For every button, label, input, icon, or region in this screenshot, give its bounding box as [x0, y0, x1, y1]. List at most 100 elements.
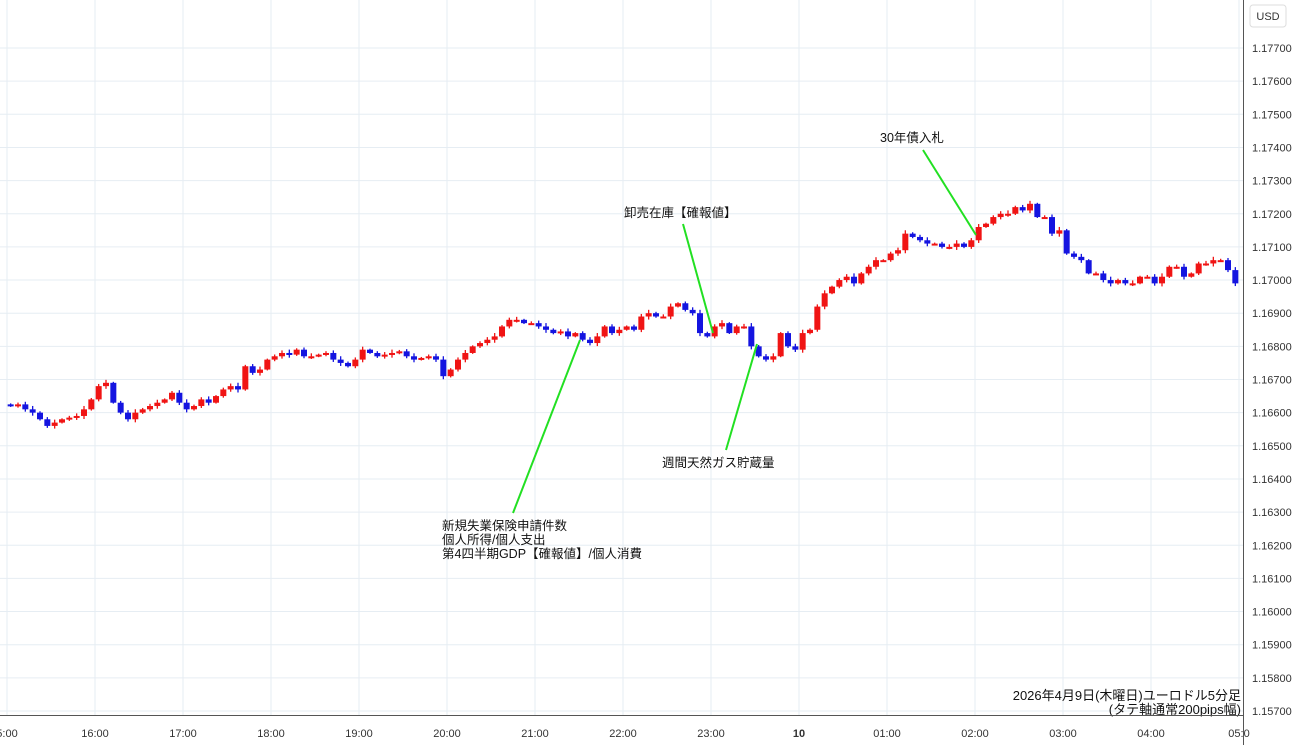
- candle: [433, 353, 439, 362]
- candle-body: [227, 386, 234, 390]
- candle: [675, 302, 681, 308]
- candle-body: [220, 389, 227, 397]
- candle-body: [1115, 280, 1121, 284]
- candle: [917, 234, 923, 243]
- x-tick-label: 04:00: [1137, 728, 1165, 740]
- candle-body: [836, 280, 843, 287]
- candle: [1232, 267, 1239, 287]
- x-tick-label: 10: [793, 728, 805, 740]
- candle-body: [440, 359, 447, 377]
- candle: [1129, 280, 1136, 287]
- candle-body: [1071, 253, 1077, 257]
- candle: [843, 274, 850, 283]
- candle: [1151, 274, 1158, 286]
- candle-body: [367, 349, 373, 353]
- candle: [1195, 261, 1202, 276]
- candle: [161, 398, 168, 404]
- candle: [1144, 274, 1151, 279]
- y-tick-label: 1.16400: [1252, 474, 1292, 486]
- candle: [836, 278, 843, 289]
- candle: [286, 349, 293, 358]
- price-axis[interactable]: 1.17700 1.17600 1.17500 1.17400 1.17300 1.172…: [1252, 43, 1292, 718]
- candle: [682, 301, 689, 312]
- candle: [777, 332, 784, 358]
- candle-body: [726, 323, 733, 334]
- candle-body: [946, 246, 953, 249]
- candle: [198, 397, 205, 408]
- x-tick-label: 19:00: [345, 728, 373, 740]
- candle-body: [154, 402, 161, 407]
- x-tick-label: 22:00: [609, 728, 637, 740]
- x-tick-label: 18:00: [257, 728, 285, 740]
- candle: [125, 410, 131, 422]
- candle-body: [132, 412, 139, 420]
- candle: [902, 230, 909, 254]
- candle: [301, 347, 307, 359]
- candle-body: [1107, 280, 1114, 284]
- candle: [367, 348, 373, 354]
- candle: [1188, 272, 1195, 278]
- candle: [909, 232, 916, 239]
- candle-body: [513, 319, 520, 322]
- candle-body: [660, 316, 667, 319]
- candle-body: [242, 366, 249, 390]
- candle-body: [770, 356, 777, 360]
- candle: [308, 353, 315, 359]
- candle-body: [719, 323, 725, 327]
- y-tick-label: 1.15700: [1252, 706, 1292, 718]
- candle: [623, 325, 630, 331]
- candle-body: [865, 266, 872, 274]
- time-axis[interactable]: 5:00 16:00 17:00 18:00 19:00 20:00 21:00 22:00 2…: [0, 728, 1250, 740]
- candle-body: [829, 286, 835, 294]
- candle: [953, 240, 960, 250]
- candle: [1056, 226, 1063, 237]
- candle: [1166, 265, 1173, 278]
- candle-body: [29, 409, 36, 413]
- candle: [147, 403, 153, 412]
- candle: [59, 418, 65, 424]
- candle-body: [631, 326, 637, 330]
- candle-body: [352, 359, 359, 367]
- candle: [132, 409, 139, 423]
- candle-body: [257, 369, 263, 373]
- candle-body: [1144, 276, 1151, 279]
- candle: [1173, 264, 1180, 269]
- candle: [1093, 271, 1099, 276]
- candle-body: [689, 309, 696, 314]
- candle: [1027, 200, 1033, 214]
- candle: [1005, 210, 1011, 217]
- candle: [205, 396, 212, 406]
- candle: [257, 366, 263, 376]
- candle-body: [403, 351, 410, 357]
- candle-body: [110, 382, 117, 403]
- candle: [1107, 276, 1114, 287]
- candle-body: [645, 313, 652, 317]
- candle-body: [1210, 260, 1217, 264]
- candle-body: [235, 386, 241, 390]
- candle-body: [147, 406, 153, 410]
- candle: [293, 348, 300, 356]
- candle-body: [807, 329, 813, 334]
- candle: [81, 405, 87, 420]
- candle-body: [843, 276, 850, 281]
- candle: [543, 323, 549, 333]
- candle-body: [975, 227, 982, 241]
- candle-body: [161, 399, 168, 403]
- candle: [814, 304, 821, 332]
- candle-body: [543, 326, 549, 330]
- candle: [931, 242, 938, 246]
- annotation-line-wholesale: [682, 223, 714, 334]
- candle-body: [887, 253, 894, 261]
- candle-body: [374, 352, 381, 357]
- candle: [1078, 253, 1085, 263]
- candle: [271, 354, 278, 362]
- y-tick-label: 1.16900: [1252, 308, 1292, 320]
- candle: [191, 404, 197, 411]
- candle: [572, 332, 579, 338]
- candle: [117, 400, 124, 415]
- candle: [418, 356, 425, 361]
- candle-body: [814, 306, 821, 330]
- candle: [1203, 260, 1209, 266]
- annotation-lines: [512, 149, 977, 514]
